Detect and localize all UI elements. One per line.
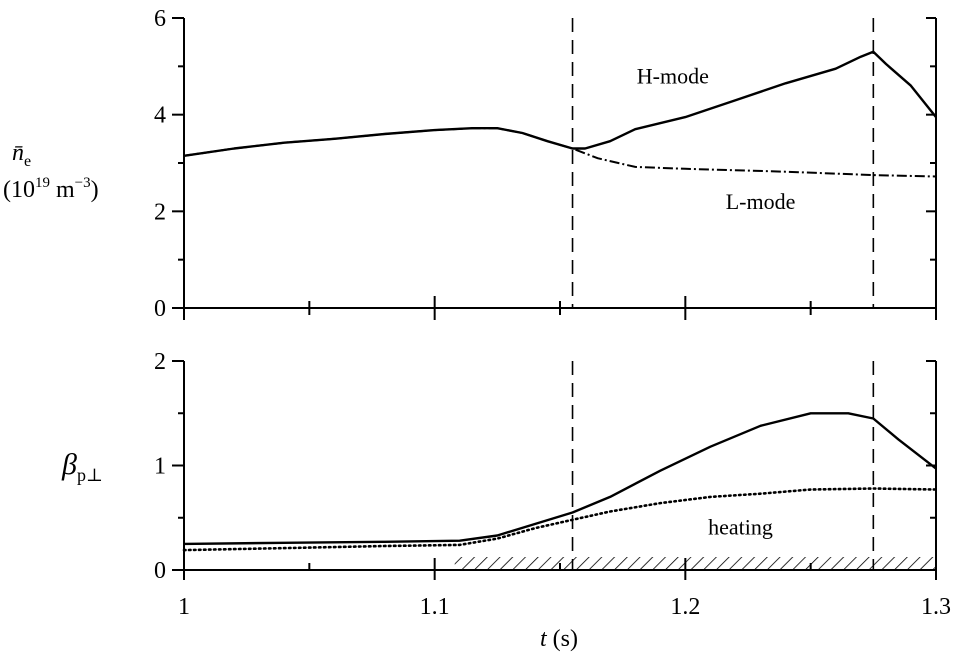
y-tick-label: 4 [154, 103, 166, 129]
density-solid-curve [183, 50, 937, 157]
density-axes: 0 2 4 6 [154, 6, 937, 322]
transition-markers [571, 18, 875, 308]
y-tick-label: 1 [154, 454, 166, 480]
y-tick-label: 0 [154, 296, 166, 322]
transition-markers [571, 361, 875, 570]
beta-annotations: heating [708, 514, 773, 539]
density-dash-dot-curve [183, 127, 937, 178]
y-tick-label: 0 [154, 558, 166, 584]
beta-solid-curve [183, 412, 937, 546]
density-ylabel: n̄e (1019 m−3) [3, 140, 99, 203]
x-tick-label: 1.3 [921, 594, 951, 620]
y-tick-label: 2 [154, 199, 166, 225]
annotation-h-mode: H-mode [637, 63, 709, 88]
density-ylabel-symbol: n̄e [12, 140, 31, 170]
y-tick-label: 2 [154, 349, 166, 375]
beta-curves [182, 412, 938, 552]
density-annotations: H-mode L-mode [637, 63, 796, 214]
density-ylabel-unit: (1019 m−3) [3, 175, 99, 203]
annotation-l-mode: L-mode [726, 189, 796, 214]
heating-label: heating [708, 514, 773, 539]
beta-ylabel: βp⊥ [61, 448, 103, 485]
time-xlabel: t (s) [540, 626, 578, 652]
x-tick-label: 1 [178, 594, 190, 620]
beta-ylabel-symbol: βp⊥ [61, 448, 103, 485]
time-xlabel-text: t (s) [540, 626, 578, 652]
heating-bar [454, 557, 936, 570]
y-tick-label: 6 [154, 6, 166, 32]
density-panel: 0 2 4 6 H-mode L-mode n̄e (1019 m−3) [3, 6, 937, 322]
beta-dotted-curve [182, 487, 938, 552]
x-tick-label: 1.1 [420, 594, 450, 620]
density-curves [183, 50, 937, 178]
x-tick-label: 1.2 [670, 594, 700, 620]
